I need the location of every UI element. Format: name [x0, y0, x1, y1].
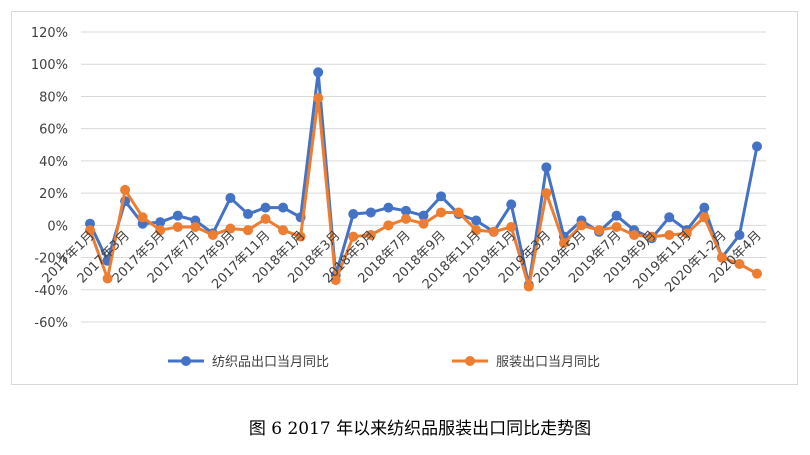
- y-tick-label: -20%: [34, 252, 68, 267]
- data-point: [155, 217, 166, 228]
- data-point: [137, 212, 148, 223]
- data-point: [436, 191, 447, 202]
- data-point: [242, 209, 253, 220]
- data-point: [102, 273, 113, 284]
- y-tick-label: 40%: [39, 155, 68, 170]
- data-point: [155, 225, 166, 236]
- legend-label: 服装出口当月同比: [496, 355, 600, 370]
- caption: 图 6 2017 年以来纺织品服装出口同比走势图: [249, 419, 591, 439]
- data-point: [453, 207, 464, 218]
- data-point: [295, 231, 306, 242]
- data-point: [681, 228, 692, 239]
- data-point: [576, 220, 587, 231]
- data-point: [629, 230, 640, 240]
- y-tick-label: 0%: [47, 219, 68, 234]
- data-point: [471, 225, 482, 236]
- data-point: [383, 220, 394, 231]
- data-point: [646, 231, 657, 242]
- data-point: [365, 230, 376, 240]
- data-point: [365, 207, 376, 218]
- data-point: [278, 202, 289, 213]
- legend-marker: [465, 356, 475, 366]
- data-point: [172, 221, 183, 232]
- data-point: [558, 238, 569, 249]
- data-point: [488, 226, 499, 237]
- data-point: [313, 67, 324, 78]
- data-point: [506, 199, 517, 210]
- data-point: [734, 230, 745, 240]
- data-point: [664, 212, 675, 223]
- data-point: [699, 202, 710, 213]
- data-point: [699, 212, 710, 223]
- legend-marker: [181, 356, 191, 366]
- data-point: [400, 213, 411, 224]
- data-point: [207, 230, 218, 240]
- data-point: [506, 221, 517, 232]
- data-point: [471, 215, 482, 226]
- data-point: [348, 209, 359, 220]
- y-tick-label: 60%: [39, 123, 68, 138]
- data-point: [611, 221, 622, 232]
- data-point: [523, 281, 534, 292]
- data-point: [190, 221, 201, 232]
- data-point: [120, 184, 131, 195]
- data-point: [172, 210, 183, 221]
- data-point: [716, 252, 727, 263]
- data-point: [400, 205, 411, 216]
- y-tick-label: 80%: [39, 90, 68, 105]
- data-point: [594, 225, 605, 236]
- data-point: [85, 225, 95, 236]
- legend-label: 纺织品出口当月同比: [212, 355, 329, 370]
- data-point: [541, 188, 552, 199]
- data-point: [348, 231, 359, 242]
- data-point: [260, 202, 271, 213]
- y-tick-label: 20%: [39, 187, 68, 202]
- data-point: [313, 93, 324, 104]
- data-point: [242, 225, 253, 236]
- y-tick-label: -60%: [34, 316, 68, 331]
- data-point: [611, 210, 622, 221]
- data-point: [752, 268, 762, 279]
- data-point: [260, 213, 271, 224]
- y-tick-label: -40%: [34, 284, 68, 299]
- data-point: [436, 207, 447, 218]
- data-point: [330, 275, 341, 286]
- y-tick-label: 120%: [31, 26, 68, 41]
- y-tick-label: 100%: [31, 58, 68, 73]
- data-point: [383, 202, 394, 213]
- data-point: [752, 141, 762, 152]
- data-point: [225, 223, 236, 234]
- data-point: [541, 162, 552, 173]
- data-point: [225, 192, 236, 203]
- data-point: [734, 259, 745, 269]
- data-point: [278, 225, 289, 236]
- data-point: [664, 230, 675, 240]
- data-point: [418, 210, 429, 221]
- data-point: [418, 218, 429, 229]
